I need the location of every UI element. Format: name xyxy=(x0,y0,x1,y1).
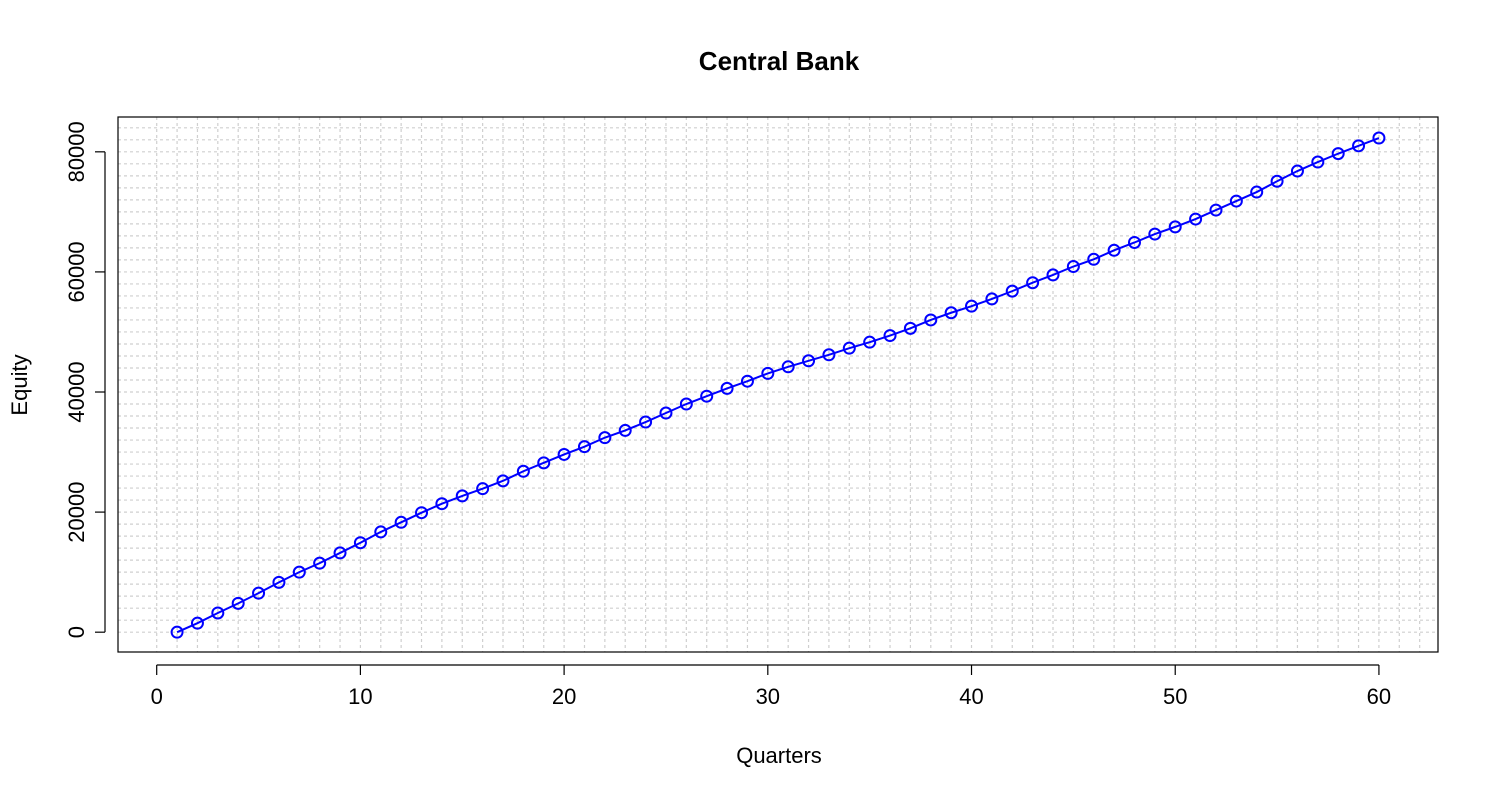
data-point xyxy=(272,575,286,589)
data-point xyxy=(639,415,653,429)
y-axis-label: Equity xyxy=(7,354,32,415)
data-point xyxy=(903,321,917,335)
grid xyxy=(118,117,1438,652)
data-point xyxy=(1168,220,1182,234)
data-point xyxy=(598,431,612,445)
data-point xyxy=(1209,203,1223,217)
data-point xyxy=(1189,212,1203,226)
x-tick-label: 30 xyxy=(756,684,780,709)
y-tick-label: 60000 xyxy=(64,241,89,302)
data-point xyxy=(394,515,408,529)
data-point xyxy=(761,366,775,380)
data-point xyxy=(374,525,388,539)
data-point xyxy=(618,423,632,437)
data-point xyxy=(170,625,184,639)
x-tick-label: 50 xyxy=(1163,684,1187,709)
data-point xyxy=(944,306,958,320)
data-point xyxy=(333,546,347,560)
y-tick-label: 20000 xyxy=(64,482,89,543)
data-point xyxy=(720,381,734,395)
data-point xyxy=(537,456,551,470)
data-point xyxy=(353,536,367,550)
data-point xyxy=(1066,260,1080,274)
data-point xyxy=(1229,194,1243,208)
data-point xyxy=(781,360,795,374)
data-point xyxy=(740,374,754,388)
x-tick-label: 0 xyxy=(151,684,163,709)
data-point xyxy=(292,565,306,579)
data-point xyxy=(1026,276,1040,290)
chart-title: Central Bank xyxy=(699,46,860,76)
data-point xyxy=(1352,139,1366,153)
data-point xyxy=(1148,227,1162,241)
data-point xyxy=(1290,164,1304,178)
data-point xyxy=(516,464,530,478)
data-point xyxy=(659,406,673,420)
x-tick-label: 40 xyxy=(959,684,983,709)
data-point xyxy=(190,616,204,630)
x-tick-label: 10 xyxy=(348,684,372,709)
data-point xyxy=(252,586,266,600)
data-point xyxy=(802,354,816,368)
data-point xyxy=(1107,243,1121,257)
data-point xyxy=(924,313,938,327)
data-point xyxy=(1087,252,1101,266)
x-axis: 0 10 20 30 40 50 60 xyxy=(151,664,1391,709)
data-point xyxy=(231,596,245,610)
data-point xyxy=(557,447,571,461)
data-point xyxy=(313,556,327,570)
plot-area xyxy=(117,116,1439,653)
data-point xyxy=(211,606,225,620)
series-group xyxy=(170,131,1386,639)
y-tick-label: 0 xyxy=(64,626,89,638)
y-tick-label: 40000 xyxy=(64,361,89,422)
data-point xyxy=(985,292,999,306)
data-point xyxy=(842,341,856,355)
data-point xyxy=(679,397,693,411)
x-axis-label: Quarters xyxy=(736,743,822,768)
data-point xyxy=(435,497,449,511)
data-point xyxy=(476,482,490,496)
data-point xyxy=(1127,235,1141,249)
data-point xyxy=(965,299,979,313)
data-point xyxy=(415,506,429,520)
data-point xyxy=(1046,268,1060,282)
data-point xyxy=(1270,174,1284,188)
data-point xyxy=(1250,185,1264,199)
data-point xyxy=(700,389,714,403)
data-point xyxy=(496,474,510,488)
data-point xyxy=(1331,147,1345,161)
data-point xyxy=(577,440,591,454)
y-tick-label: 80000 xyxy=(64,121,89,182)
data-point xyxy=(863,335,877,349)
data-point xyxy=(1372,131,1386,145)
x-tick-label: 20 xyxy=(552,684,576,709)
y-axis: 0 20000 40000 60000 80000 xyxy=(64,121,106,638)
x-tick-label: 60 xyxy=(1367,684,1391,709)
data-point xyxy=(822,348,836,362)
data-point xyxy=(1005,284,1019,298)
series-line xyxy=(176,137,1380,634)
data-point xyxy=(455,489,469,503)
data-point xyxy=(1311,155,1325,169)
data-point xyxy=(883,329,897,343)
